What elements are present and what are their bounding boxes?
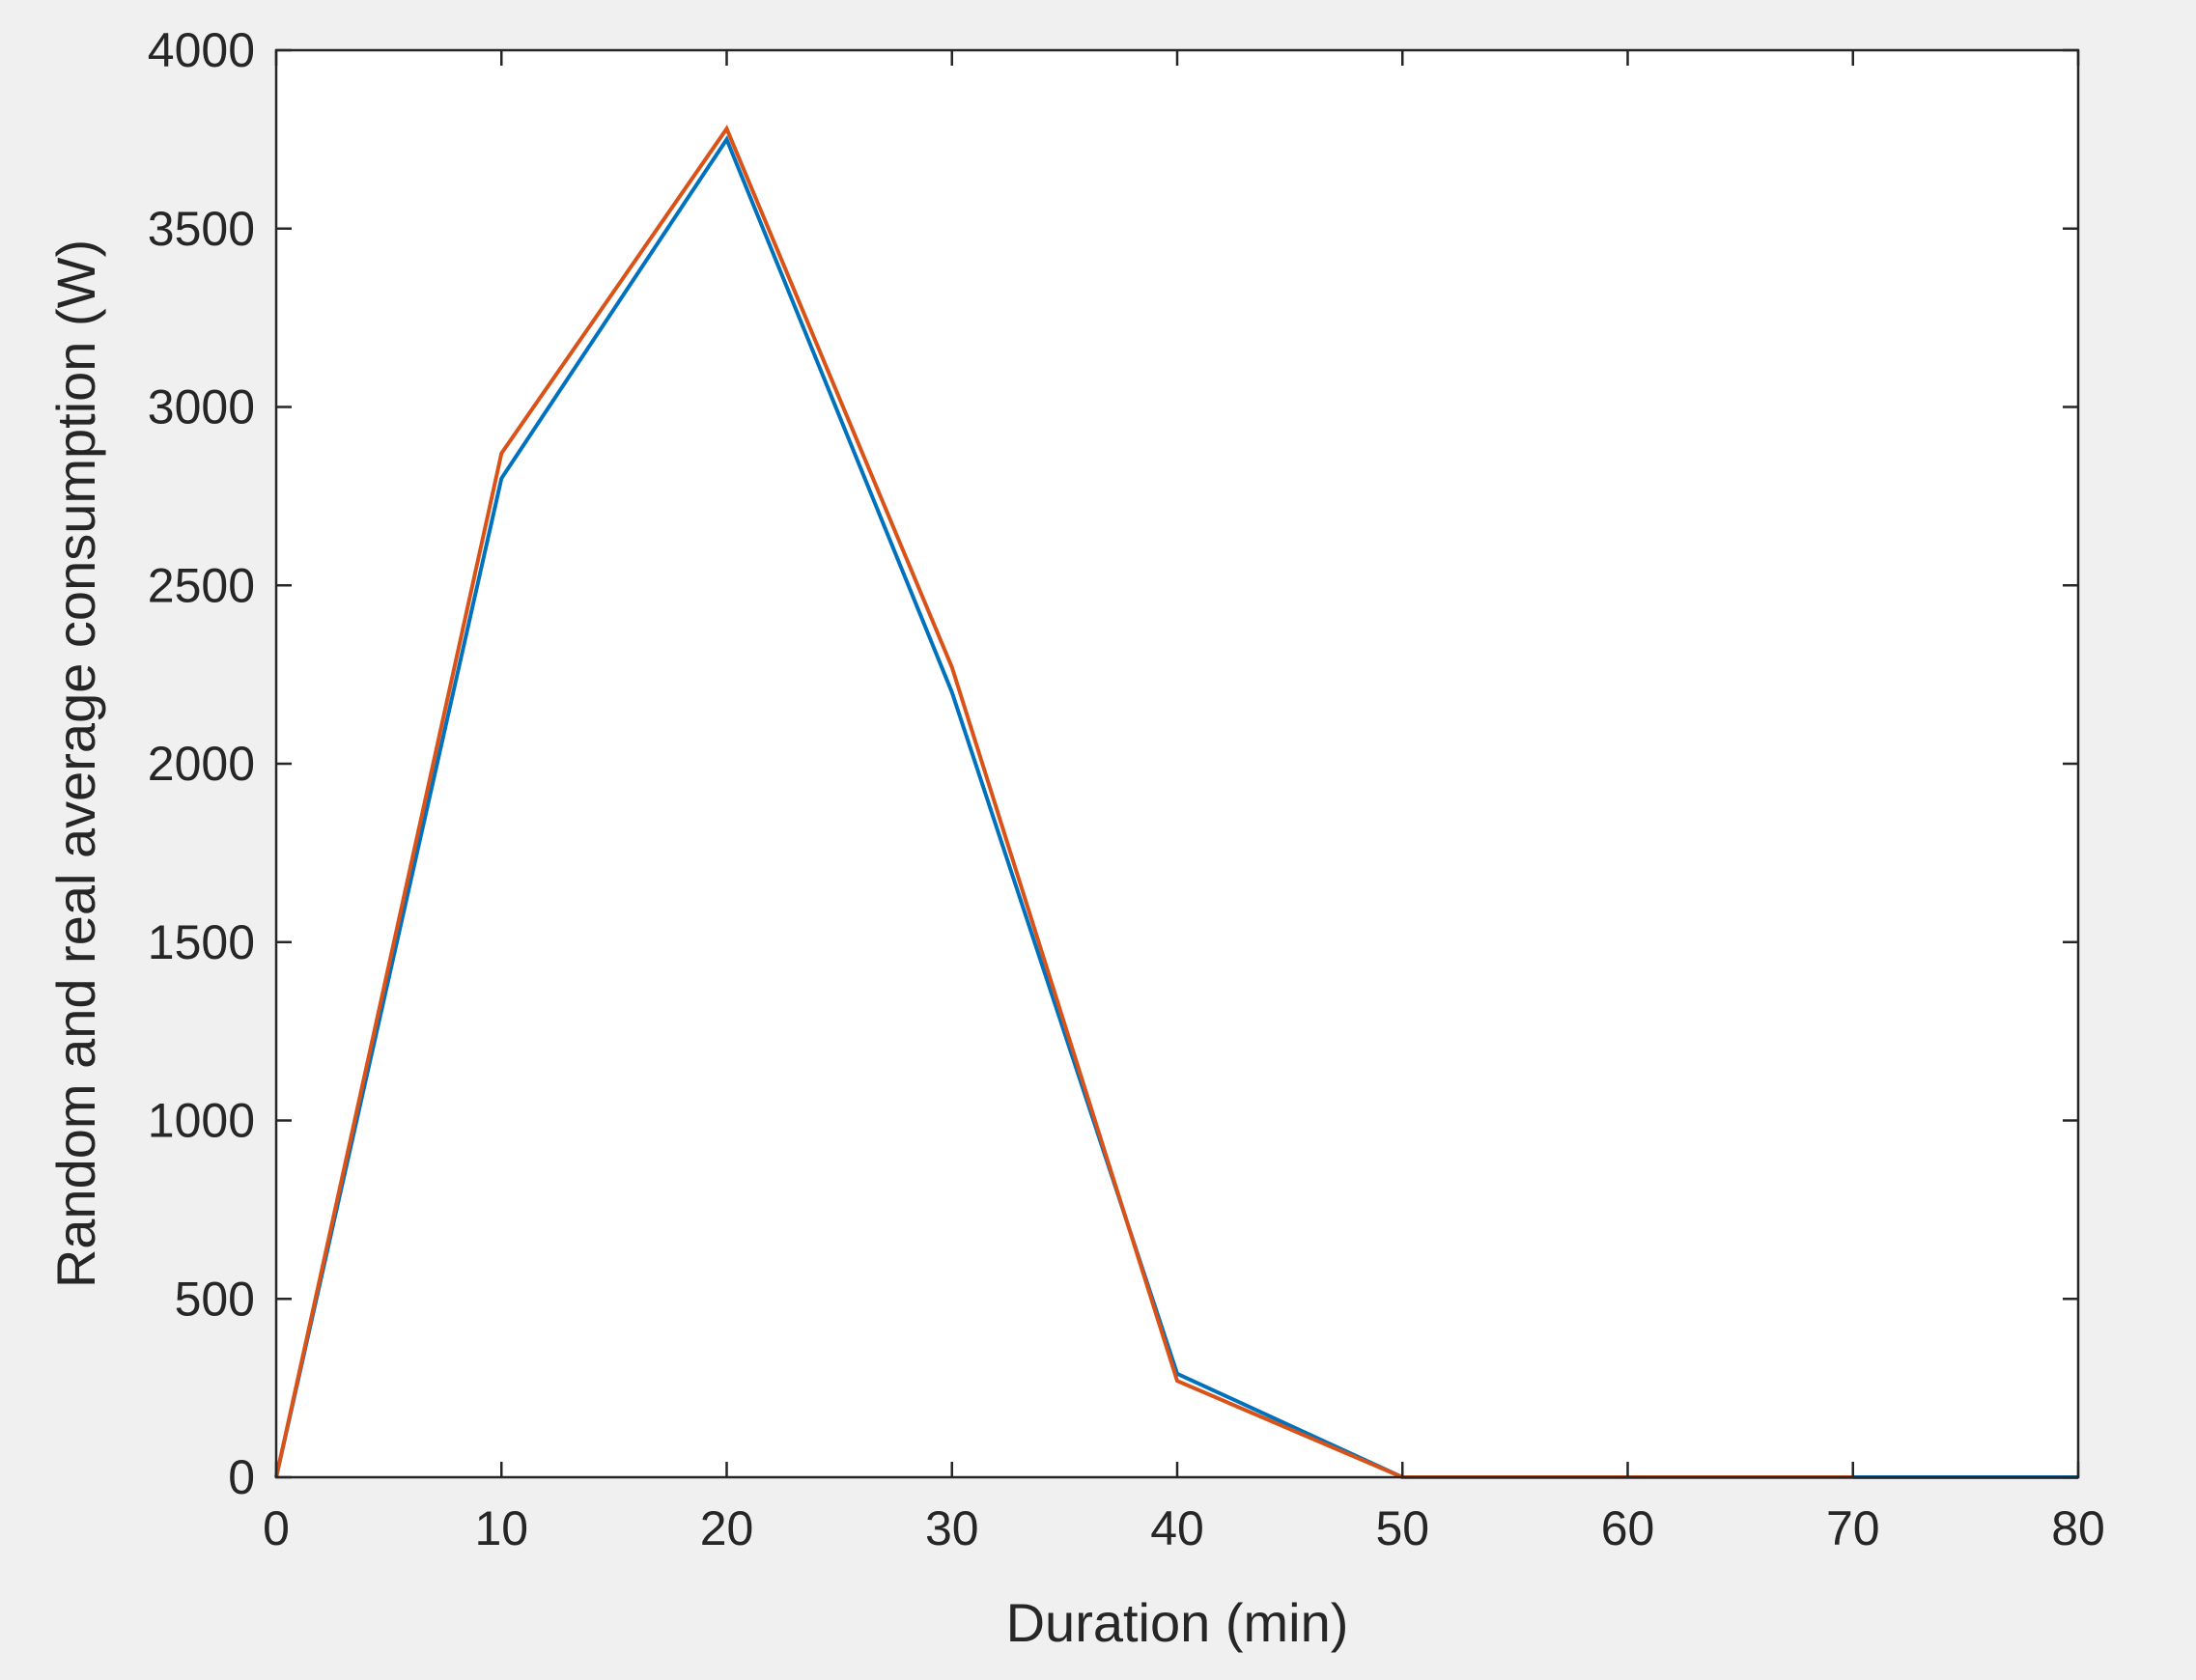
y-tick-label: 0	[228, 1450, 255, 1504]
y-tick-label: 3500	[148, 202, 255, 256]
y-tick-label: 500	[175, 1272, 255, 1326]
x-tick-label: 60	[1601, 1501, 1655, 1555]
x-tick-label: 80	[2051, 1501, 2105, 1555]
plot-area	[276, 50, 2078, 1477]
y-tick-label: 2000	[148, 737, 255, 791]
y-tick-label: 1000	[148, 1094, 255, 1148]
x-tick-label: 30	[925, 1501, 979, 1555]
y-tick-label: 2500	[148, 558, 255, 612]
x-tick-label: 70	[1826, 1501, 1880, 1555]
x-tick-label: 40	[1150, 1501, 1204, 1555]
y-tick-label: 4000	[148, 23, 255, 77]
x-axis-label: Duration (min)	[1006, 1592, 1349, 1653]
y-tick-label: 1500	[148, 915, 255, 969]
ticks-layer: 0 10 20 30 40 50 60 70 80 0 500 1000 1500 2000 2500 300…	[148, 23, 2105, 1555]
x-tick-label: 10	[474, 1501, 528, 1555]
x-tick-label: 50	[1375, 1501, 1429, 1555]
y-axis-label: Random and real average consumption (W)	[45, 239, 106, 1288]
y-tick-label: 3000	[148, 380, 255, 434]
x-tick-label: 20	[700, 1501, 754, 1555]
x-tick-label: 0	[263, 1501, 290, 1555]
